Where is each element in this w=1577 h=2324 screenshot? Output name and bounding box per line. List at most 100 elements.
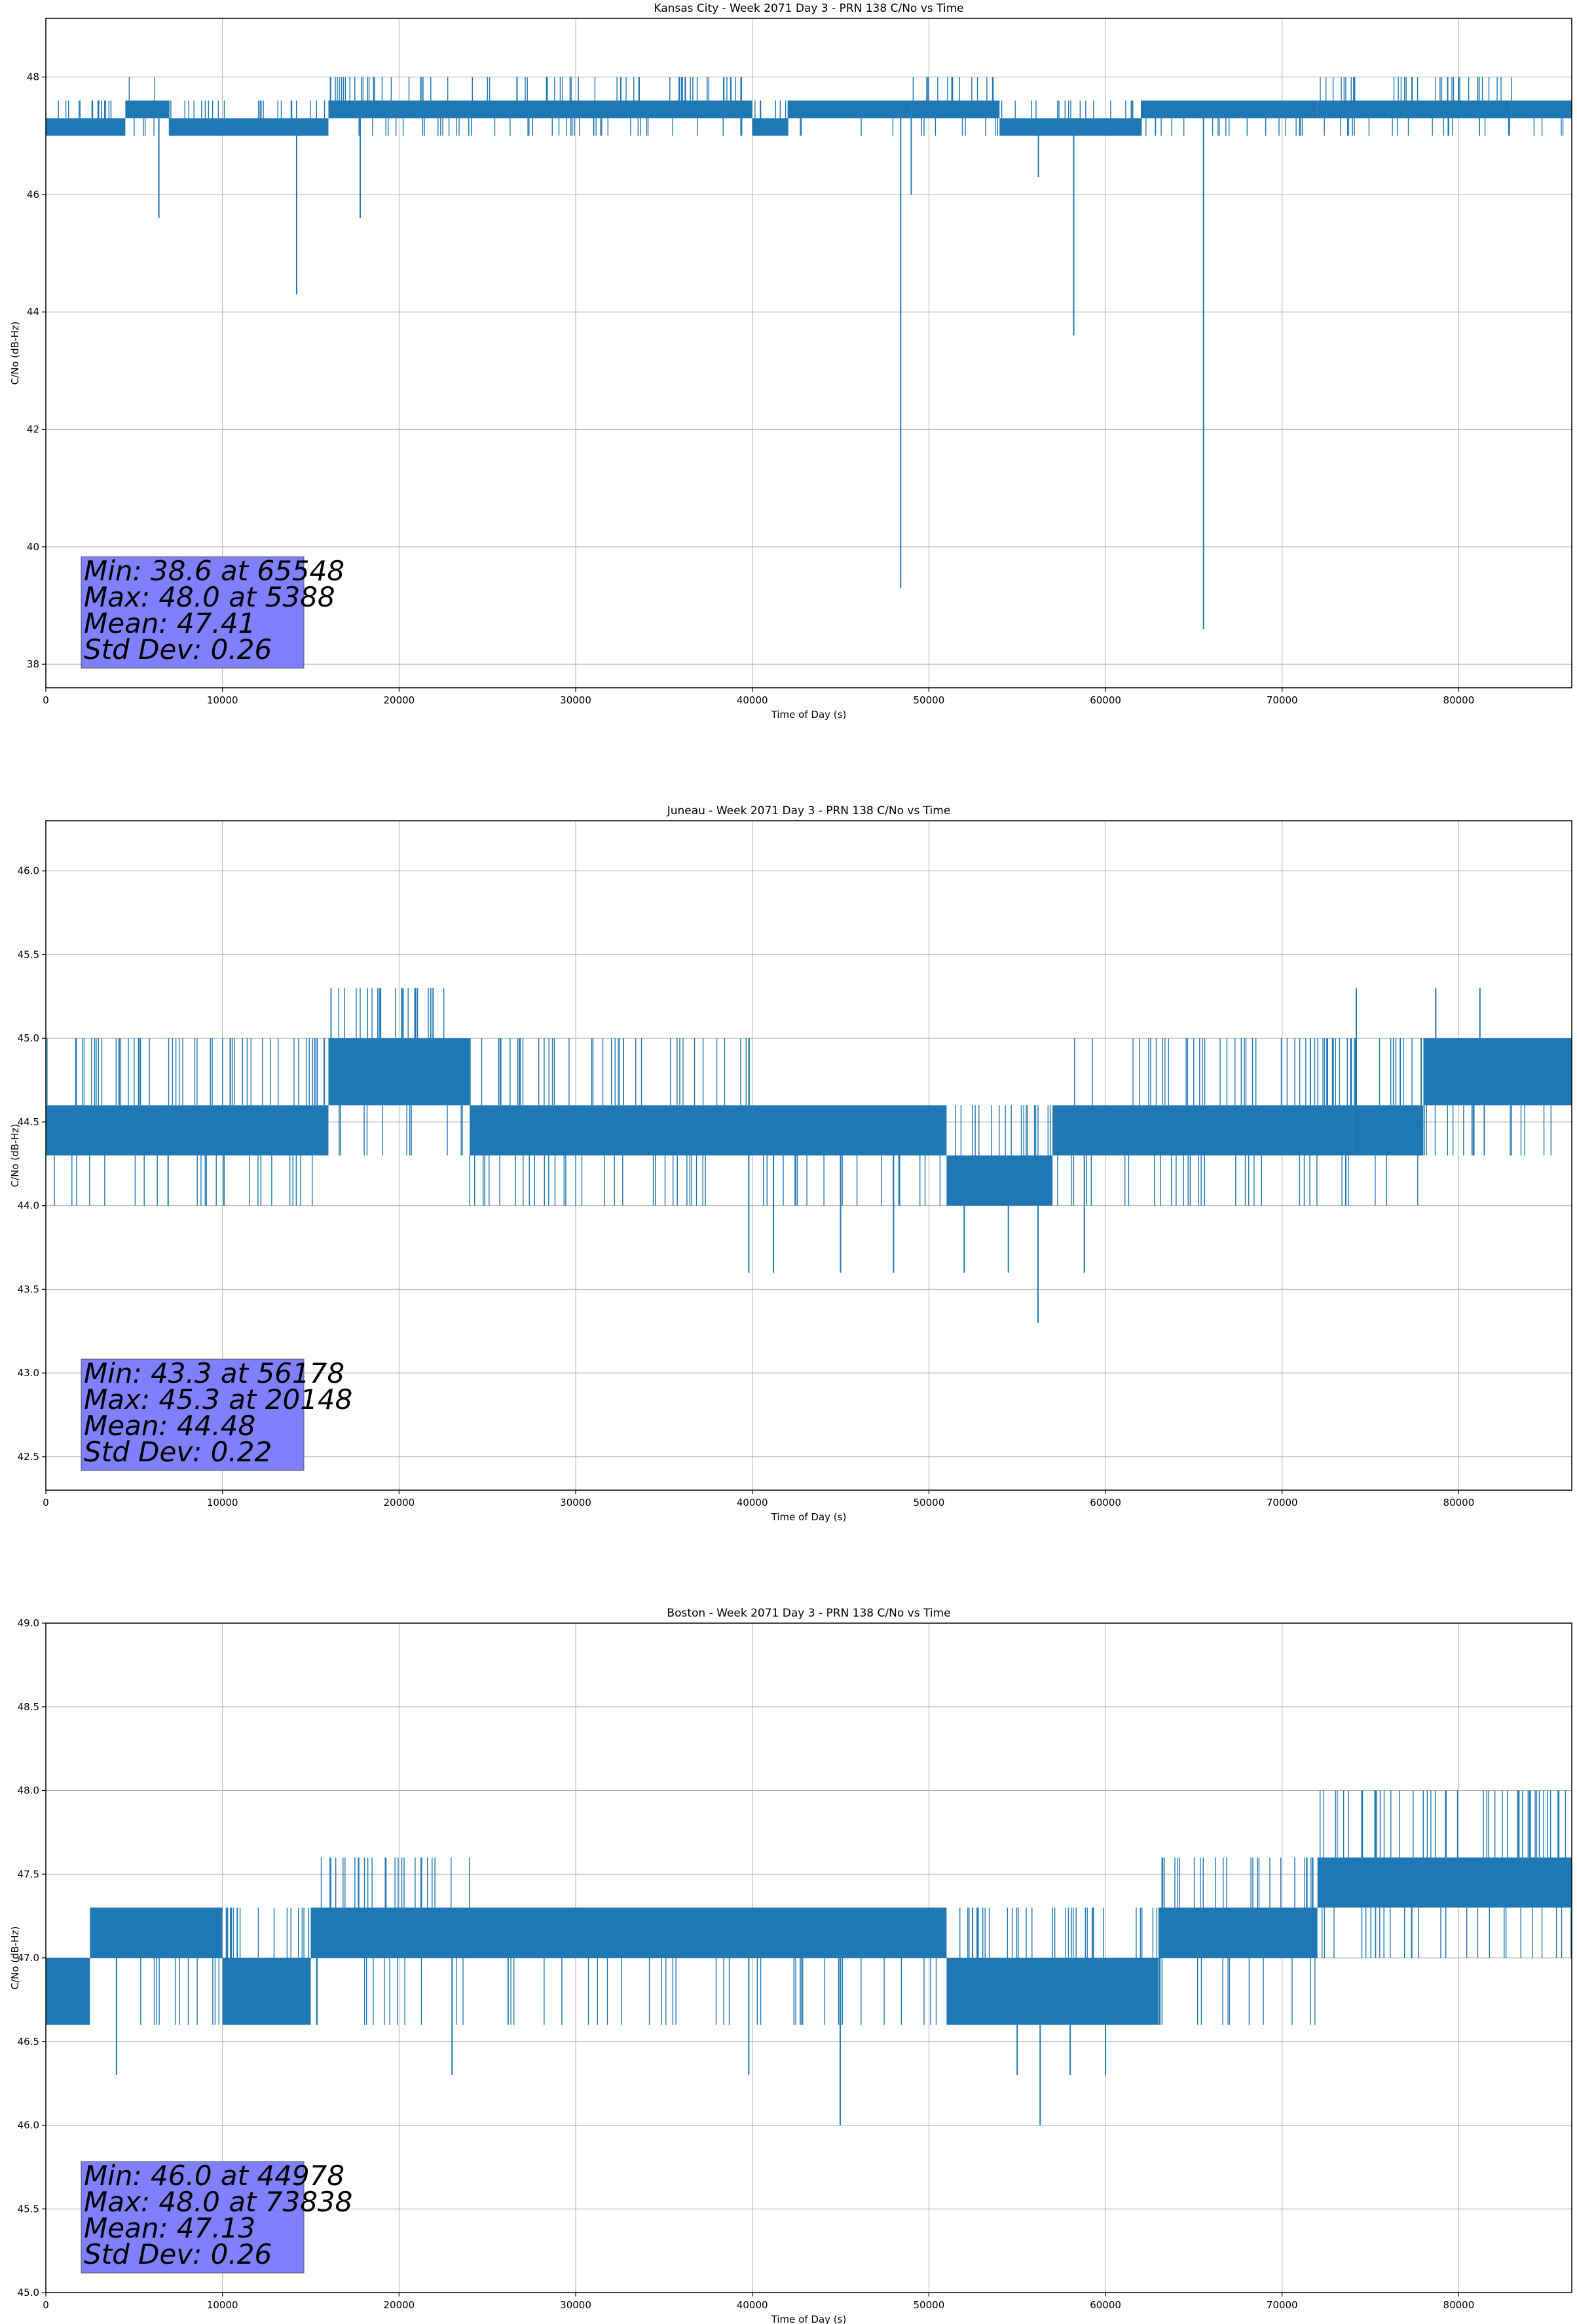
y-tick-label: 45.0 [18,1032,39,1044]
x-tick-label: 20000 [383,2299,415,2311]
x-tick-label: 40000 [737,1497,768,1509]
y-tick-label: 47.0 [18,1952,39,1964]
stats-line: Std Dev: 0.22 [84,1436,272,1468]
stats-box-background [81,1359,305,1471]
stats-box-background [81,2161,305,2274]
stats-line: Max: 48.0 at 73838 [84,2186,352,2218]
series-noise [330,988,463,1155]
stats-line: Mean: 44.48 [84,1410,255,1442]
series-cno-line [46,988,1572,1323]
y-axis-label: C/No (dB-Hz) [9,1926,21,1990]
x-tick-label: 40000 [737,694,768,706]
x-tick-label: 40000 [737,2299,768,2311]
x-tick-label: 20000 [383,694,415,706]
x-tick-label: 20000 [383,1497,415,1509]
y-tick-label: 46.0 [18,865,39,877]
stats-line: Mean: 47.41 [84,607,255,639]
series-band [222,1958,311,2025]
y-tick-label: 47.5 [18,1868,39,1880]
y-tick-label: 46.0 [18,2120,39,2131]
series-band [125,100,170,119]
series-band [1317,100,1512,119]
y-tick-label: 44.0 [18,1200,39,1212]
axes-frame [45,18,1572,688]
chart-title: Kansas City - Week 2071 Day 3 - PRN 138 … [654,2,963,15]
series-band [328,100,470,119]
axes-frame [45,820,1572,1491]
stats-line: Min: 38.6 at 65548 [84,555,344,587]
series-band [470,1105,752,1155]
chart-title: Juneau - Week 2071 Day 3 - PRN 138 C/No … [667,804,951,817]
chart-panel-1: 0 10000 20000 30000 40000 50000 60000 70000 8000… [9,2,1572,721]
series-band [999,118,1141,136]
series-noise [170,100,325,119]
series-band [1512,100,1572,119]
series-noise [1320,77,1512,136]
series-noise [1320,1790,1572,1958]
series-noise [959,1907,1158,1958]
x-tick-label: 0 [43,1497,49,1509]
x-tick-label: 60000 [1090,694,1121,706]
stats-box-background [81,556,305,669]
chart-title: Boston - Week 2071 Day 3 - PRN 138 C/No … [667,1607,950,1620]
series-band [946,1155,1053,1206]
series-noise [329,77,470,136]
series-noise [46,1038,325,1206]
chart-panel-2: 0 10000 20000 30000 40000 50000 60000 70000 8000… [9,804,1572,1523]
y-tick-label: 48 [27,71,39,83]
x-axis-label: Time of Day (s) [771,1511,847,1523]
x-tick-label: 70000 [1267,2299,1298,2311]
series-band [46,1958,90,2025]
series-noise [128,77,170,136]
series-noise [507,1958,937,2025]
x-tick-label: 0 [43,2299,49,2311]
series-noise [58,100,112,119]
series-noise [354,1857,470,2025]
series-noise [955,1105,1051,1155]
stats-line: Max: 48.0 at 5388 [84,581,335,613]
series-noise [763,1155,941,1206]
series-cno-line [46,1790,1572,2126]
y-tick-label: 44 [27,306,39,318]
stats-line: Mean: 47.13 [84,2212,255,2244]
series-band [310,1907,346,1958]
series-noise [1424,1105,1551,1155]
y-tick-label: 46 [27,189,39,200]
y-tick-label: 45.5 [18,2203,39,2215]
y-tick-label: 40 [27,541,39,553]
y-tick-label: 45.5 [18,948,39,960]
series-band [328,1038,470,1106]
series-band [752,118,788,136]
y-tick-label: 46.5 [18,2036,39,2048]
x-tick-label: 0 [43,694,49,706]
x-tick-label: 10000 [207,2299,238,2311]
series-noise [1533,118,1564,136]
series-noise [754,100,787,119]
series-noise [1001,100,1134,119]
x-tick-label: 10000 [207,1497,238,1509]
y-tick-label: 42.5 [18,1451,39,1463]
series-band [752,1105,947,1155]
x-tick-label: 50000 [914,694,945,706]
y-tick-label: 49.0 [18,1617,39,1629]
stats-line: Max: 45.3 at 20148 [84,1383,352,1415]
y-axis-label: C/No (dB-Hz) [9,322,21,385]
series-noise [225,1907,310,1958]
x-tick-label: 80000 [1443,1497,1475,1509]
chart-panel-3: 0 10000 20000 30000 40000 50000 60000 70000 8000… [9,1607,1572,2324]
y-tick-label: 38 [27,658,39,670]
x-tick-label: 30000 [560,694,591,706]
x-tick-label: 60000 [1090,2299,1121,2311]
series-band [470,1907,947,1958]
x-tick-label: 60000 [1090,1497,1121,1509]
series-band [169,118,329,136]
series-noise [471,77,743,136]
stats-line: Std Dev: 0.26 [84,2238,272,2270]
series-noise [912,77,998,136]
y-tick-label: 48.0 [18,1785,39,1797]
x-tick-label: 10000 [207,694,238,706]
